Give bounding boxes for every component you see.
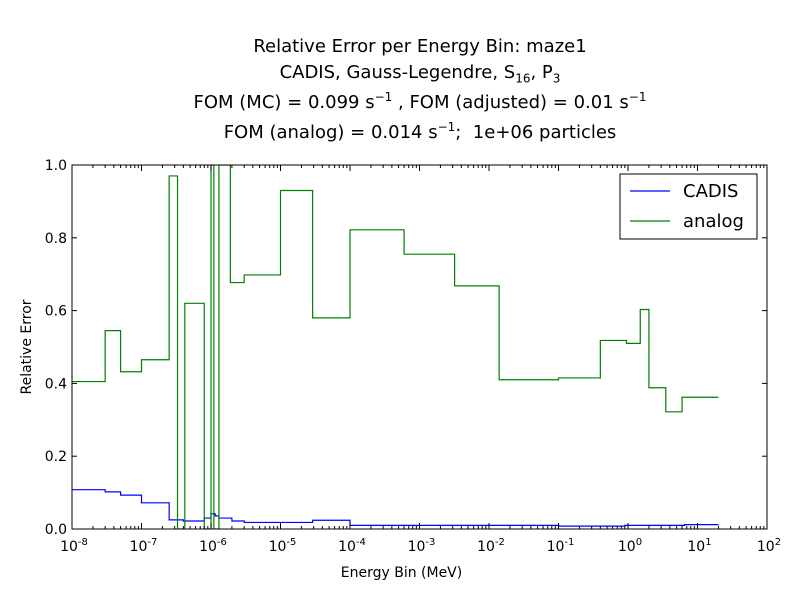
x-tick-label: 10-5 [269,537,297,555]
title-line-1: Relative Error per Energy Bin: maze1 [253,36,587,57]
x-tick-label: 10-3 [408,537,436,555]
x-tick-label: 102 [757,537,781,555]
legend: CADIS analog [619,173,758,240]
title-line-3: FOM (MC) = 0.099 s−1 , FOM (adjusted) = … [193,90,647,113]
y-tick-label: 0.4 [45,376,67,392]
x-tick-label: 10-6 [199,537,227,555]
y-axis-label: Relative Error [19,299,35,394]
x-tick-label: 10-1 [547,537,575,555]
title-line-4: FOM (analog) = 0.014 s−1; 1e+06 particle… [223,120,617,143]
x-axis-label: Energy Bin (MeV) [341,565,462,581]
x-tick-label: 10-2 [477,537,505,555]
y-tick-label: 0.8 [45,231,67,247]
y-tick-label: 0.2 [45,449,67,465]
legend-label-analog: analog [683,211,744,232]
legend-box [619,173,758,240]
x-tick-label: 10-8 [60,537,88,555]
axes: 0.0 0.2 0.4 0.6 0.8 1.0 10-8 10-7 10-6 10-5 10-4 10… [19,158,781,581]
x-tick-label: 101 [687,537,711,555]
series-line-analog [72,165,719,529]
y-tick-label: 1.0 [45,158,67,174]
title-line-2: CADIS, Gauss-Legendre, S16, P3 [279,62,561,86]
x-tick-label: 100 [618,537,642,555]
y-tick-label: 0.6 [45,304,67,320]
x-tick-label: 10-4 [338,537,366,555]
legend-label-cadis: CADIS [683,181,738,202]
x-tick-label: 10-7 [130,537,158,555]
y-tick-label: 0.0 [45,522,67,538]
series-line-cadis [72,489,719,527]
